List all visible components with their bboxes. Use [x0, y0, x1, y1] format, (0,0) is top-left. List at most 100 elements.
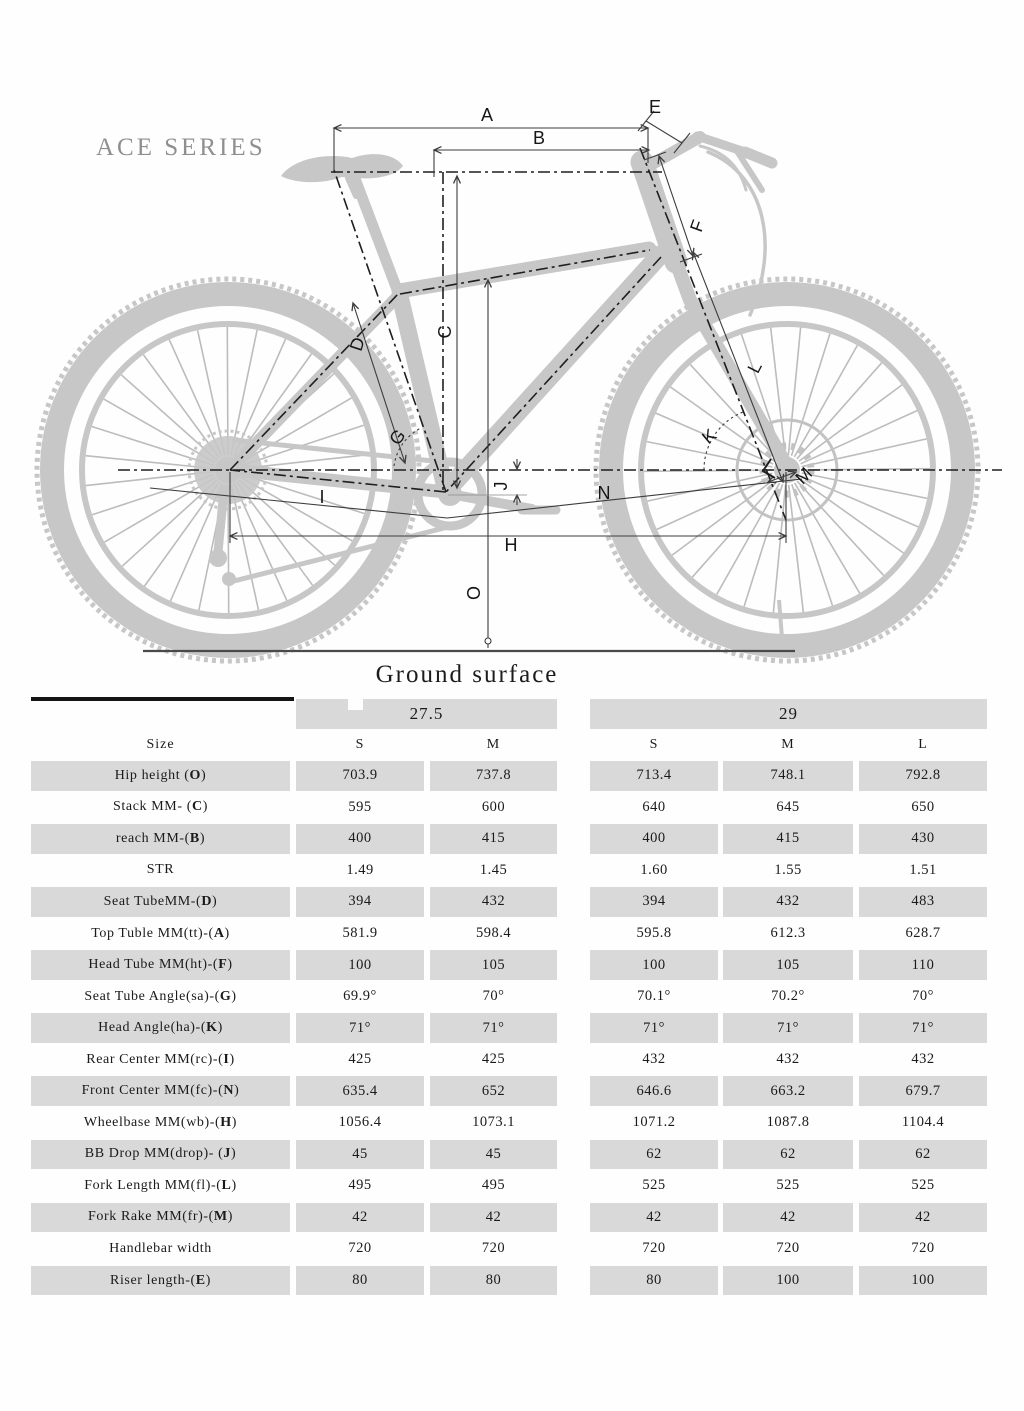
row-label-suffix: ): [229, 1051, 235, 1067]
label-F: F: [686, 217, 709, 234]
value-cell: 42: [430, 1201, 557, 1234]
value-cell: 100: [859, 1264, 987, 1297]
value-cell: 737.8: [430, 760, 557, 792]
value-cell: 45: [430, 1138, 557, 1171]
row-label-suffix: ): [230, 1146, 237, 1162]
row-label: Seat TubeMM-(D): [31, 886, 290, 918]
value-cell: 495: [481, 1177, 506, 1194]
row-label: Hip height (O): [31, 760, 290, 792]
row-label: STR: [31, 855, 290, 887]
wheel-group-header-29: 29: [590, 699, 987, 729]
row-label: Top Tuble MM(tt)-(A): [31, 918, 290, 950]
value-cell: 525: [911, 1177, 935, 1194]
value-cell: 71°: [296, 1012, 424, 1044]
label-D: D: [346, 335, 369, 354]
row-label: Head Angle(ha)-(K): [31, 1012, 290, 1044]
row-label-suffix: ): [212, 893, 218, 909]
row-label-suffix: ): [202, 799, 208, 815]
value-cell: 1.45: [479, 861, 508, 878]
row-label-key: K: [206, 1020, 218, 1036]
label-K: K: [698, 425, 720, 448]
value-cell: 1104.4: [901, 1114, 945, 1131]
value-cell: 525: [642, 1177, 666, 1194]
saddle: [281, 154, 403, 183]
value-cell: 1.49: [346, 861, 374, 878]
bike-silhouette: [34, 131, 981, 664]
value-cell: 71°: [723, 1012, 853, 1044]
size-col-header: M: [486, 736, 501, 752]
value-cell: 70°: [482, 988, 505, 1005]
row-label: Head Tube MM(ht)-(F): [31, 949, 290, 981]
value-cell: 110: [859, 949, 987, 981]
value-cell: 663.2: [723, 1075, 853, 1108]
value-cell: 598.4: [475, 925, 512, 941]
row-label-prefix: Seat TubeMM-(: [103, 893, 202, 909]
row-label-key: A: [213, 925, 225, 941]
value-cell: 42: [296, 1201, 424, 1234]
label-I: I: [319, 487, 324, 507]
value-cell: 679.7: [859, 1075, 987, 1108]
row-label-suffix: ): [205, 1272, 211, 1288]
value-cell: 525: [776, 1177, 800, 1194]
row-label-key: D: [201, 893, 213, 909]
row-label-suffix: ): [227, 1209, 233, 1225]
value-cell: 432: [642, 1051, 666, 1068]
row-label: Wheelbase MM(wb)-(H): [31, 1107, 290, 1139]
label-L: L: [743, 358, 765, 376]
value-cell: 432: [430, 886, 557, 918]
value-cell: 432: [911, 1051, 935, 1068]
value-cell: 1056.4: [338, 1114, 382, 1131]
row-label-suffix: ): [224, 925, 230, 941]
handlebar-stem: [639, 131, 778, 317]
value-cell: 100: [723, 1264, 853, 1297]
value-cell: 80: [296, 1264, 424, 1297]
row-label-key: I: [223, 1051, 230, 1067]
value-cell: 432: [723, 886, 853, 918]
row-label-prefix: Seat Tube Angle(sa)-(: [84, 988, 220, 1004]
row-label-key: G: [219, 988, 232, 1004]
value-cell: 748.1: [723, 760, 853, 792]
value-cell: 400: [296, 823, 424, 855]
row-label-prefix: Riser length-(: [110, 1272, 196, 1288]
label-N: N: [598, 483, 611, 503]
row-label-suffix: ): [199, 830, 206, 846]
row-label-prefix: reach MM-(: [115, 830, 190, 846]
value-cell: 720: [911, 1240, 935, 1257]
row-label-key: O: [189, 767, 202, 783]
value-cell: 628.7: [905, 925, 941, 941]
table-top-rule: [31, 697, 294, 701]
row-label-prefix: Wheelbase MM(wb)-(: [83, 1114, 221, 1130]
value-cell: 595.8: [636, 925, 672, 941]
value-cell: 612.3: [770, 925, 806, 941]
row-label: Handlebar width: [31, 1233, 290, 1265]
label-O: O: [464, 586, 484, 600]
value-cell: 45: [296, 1138, 424, 1171]
row-label-prefix: Stack MM- (: [113, 799, 192, 815]
row-label: Fork Length MM(fl)-(L): [31, 1170, 290, 1202]
label-J: J: [491, 482, 511, 491]
row-label-suffix: ): [227, 957, 233, 973]
series-title: ACE SERIES: [96, 134, 266, 161]
row-label-prefix: Handlebar width: [109, 1240, 212, 1256]
value-cell: 70°: [912, 988, 934, 1005]
value-cell: 70.2°: [771, 988, 805, 1005]
value-cell: 720: [481, 1240, 506, 1257]
value-cell: 394: [590, 886, 718, 918]
wheel-size-label: 29: [779, 704, 798, 723]
wheel-group-header-27-5: 27.5: [296, 699, 557, 729]
row-label-suffix: ): [231, 1177, 237, 1193]
value-cell: 100: [296, 949, 424, 981]
row-label-key: H: [220, 1114, 232, 1130]
value-cell: 635.4: [296, 1075, 424, 1108]
row-label-prefix: Top Tuble MM(tt)-(: [91, 925, 214, 941]
row-label-prefix: BB Drop MM(drop)- (: [84, 1146, 224, 1162]
value-cell: 69.9°: [343, 988, 377, 1005]
row-label-key: E: [195, 1272, 206, 1288]
value-cell: 42: [590, 1201, 718, 1234]
value-cell: 645: [776, 798, 800, 815]
value-cell: 425: [481, 1051, 506, 1068]
row-label-prefix: Fork Rake MM(fr)-(: [88, 1209, 214, 1225]
value-cell: 720: [348, 1240, 372, 1257]
value-cell: 415: [723, 823, 853, 855]
row-label-suffix: ): [231, 1114, 238, 1130]
